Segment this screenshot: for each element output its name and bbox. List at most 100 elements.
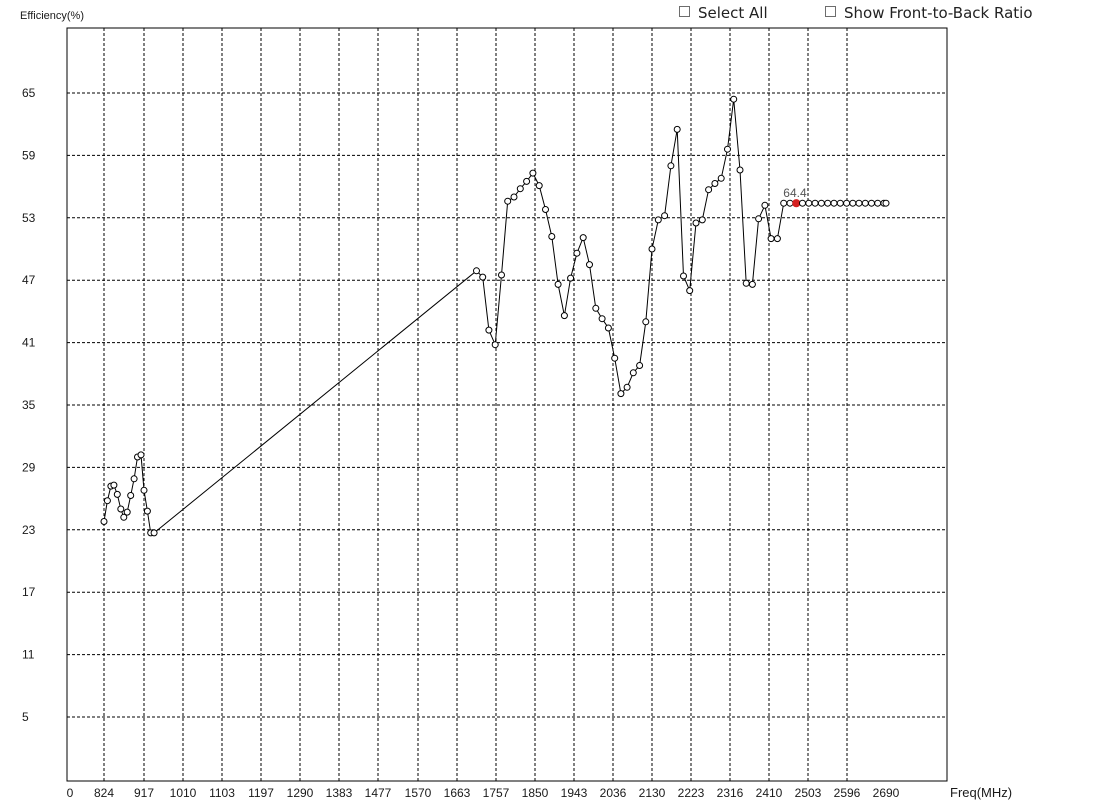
highlighted-data-point[interactable] [792, 199, 801, 208]
data-point[interactable] [604, 324, 612, 332]
data-point[interactable] [861, 199, 869, 207]
data-point[interactable] [573, 249, 581, 257]
data-point[interactable] [811, 199, 819, 207]
data-point[interactable] [673, 125, 681, 133]
data-point[interactable] [711, 180, 719, 187]
data-point[interactable] [504, 197, 512, 205]
x-tick-label: 2503 [795, 786, 822, 800]
data-point[interactable] [560, 312, 568, 320]
data-point[interactable] [805, 199, 813, 207]
x-tick-label: 2690 [873, 786, 900, 800]
data-point[interactable] [742, 279, 750, 287]
x-tick-label: 1197 [248, 786, 274, 800]
data-point[interactable] [705, 186, 713, 194]
front-to-back-checkbox-box[interactable] [825, 6, 836, 17]
data-point[interactable] [140, 486, 148, 494]
data-point[interactable] [780, 199, 788, 207]
data-point[interactable] [485, 326, 493, 334]
data-point[interactable] [843, 199, 851, 207]
data-point[interactable] [535, 182, 543, 190]
data-point[interactable] [761, 201, 769, 209]
highlight-value-label: 64.4 [783, 186, 807, 200]
data-point[interactable] [642, 318, 650, 326]
data-point[interactable] [516, 185, 524, 193]
data-point[interactable] [629, 369, 637, 377]
x-tick-label: 1850 [522, 786, 549, 800]
select-all-checkbox-box[interactable] [679, 6, 690, 17]
data-point[interactable] [491, 341, 499, 349]
data-point[interactable] [479, 273, 487, 281]
data-point[interactable] [680, 272, 687, 280]
data-point[interactable] [473, 267, 480, 275]
data-point[interactable] [123, 508, 131, 516]
data-point[interactable] [767, 235, 775, 243]
data-point[interactable] [554, 280, 562, 288]
data-point[interactable] [567, 274, 575, 282]
data-point[interactable] [498, 271, 505, 279]
data-point[interactable] [113, 490, 121, 498]
data-point[interactable] [667, 162, 675, 170]
data-point[interactable] [100, 518, 108, 525]
data-point[interactable] [598, 315, 606, 323]
data-point[interactable] [717, 174, 725, 182]
data-point[interactable] [623, 383, 631, 391]
data-point[interactable] [586, 261, 593, 269]
y-tick-label: 5 [22, 710, 29, 724]
data-point[interactable] [836, 199, 844, 207]
data-point[interactable] [579, 234, 587, 242]
data-point[interactable] [830, 199, 838, 207]
data-point[interactable] [692, 219, 700, 227]
data-point[interactable] [130, 475, 138, 483]
data-point[interactable] [127, 492, 135, 499]
select-all-checkbox[interactable]: Select All [679, 3, 768, 23]
x-tick-label: 824 [94, 786, 114, 800]
data-point[interactable] [773, 235, 781, 243]
data-point[interactable] [523, 177, 531, 185]
data-point[interactable] [592, 304, 600, 312]
data-point[interactable] [799, 199, 806, 207]
data-point[interactable] [849, 199, 857, 207]
x-tick-label: 2410 [756, 786, 783, 800]
data-point[interactable] [510, 193, 518, 201]
data-point[interactable] [755, 215, 763, 223]
data-point[interactable] [120, 513, 128, 521]
data-point[interactable] [137, 451, 145, 459]
data-point[interactable] [636, 362, 644, 369]
y-tick-label: 17 [22, 585, 36, 599]
data-point[interactable] [874, 199, 882, 207]
data-point[interactable] [110, 481, 118, 489]
data-point[interactable] [855, 199, 863, 207]
data-point[interactable] [736, 166, 744, 174]
data-point[interactable] [868, 199, 875, 207]
y-tick-label: 29 [22, 460, 36, 474]
data-point[interactable] [648, 245, 656, 253]
data-point[interactable] [661, 212, 669, 220]
data-point[interactable] [143, 507, 151, 515]
x-tick-label: 1103 [209, 786, 235, 800]
data-point[interactable] [542, 206, 549, 213]
front-to-back-ratio-checkbox[interactable]: Show Front-to-Back Ratio [825, 3, 1033, 23]
data-point[interactable] [654, 216, 662, 224]
data-point-markers[interactable] [100, 95, 890, 537]
data-point[interactable] [150, 529, 158, 537]
data-point[interactable] [548, 233, 556, 240]
x-tick-label: 1477 [365, 786, 392, 800]
data-point[interactable] [611, 354, 619, 362]
data-point[interactable] [724, 145, 731, 153]
data-point[interactable] [786, 199, 794, 207]
data-point[interactable] [529, 169, 537, 177]
x-axis-label: Freq(MHz) [950, 785, 1012, 800]
x-tick-label: 2316 [717, 786, 744, 800]
x-tick-labels: 0 824 917 1010 1103 1197 1290 1383 1477 1570 1663 1… [67, 786, 900, 800]
data-point[interactable] [824, 199, 832, 207]
data-point[interactable] [882, 199, 890, 207]
data-point[interactable] [698, 216, 706, 224]
data-point[interactable] [686, 287, 694, 295]
data-point[interactable] [117, 505, 125, 513]
data-point[interactable] [748, 280, 756, 288]
data-point[interactable] [817, 199, 825, 207]
data-point[interactable] [617, 390, 625, 398]
data-point[interactable] [103, 497, 111, 505]
data-point[interactable] [730, 95, 738, 103]
